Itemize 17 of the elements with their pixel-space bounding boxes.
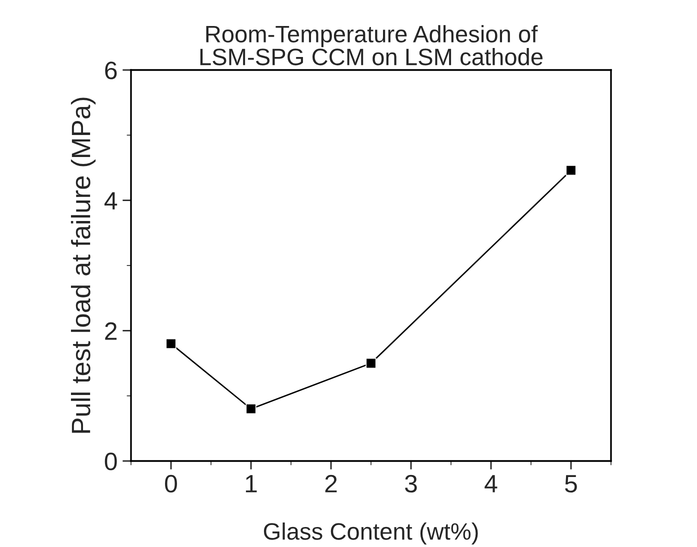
y-tick-label: 0 (104, 452, 117, 470)
y-tick-label: 2 (105, 322, 117, 340)
x-tick-label: 1 (246, 475, 257, 492)
x-axis-title: Glass Content (wt%) (264, 522, 478, 544)
point (166, 338, 176, 349)
y-axis-title: Pull test load at failure (MPa) (70, 98, 96, 433)
x-tick-label: 0 (165, 474, 177, 493)
chart-title: Room-Temperature Adhesion of LSM-SPG CCM on LSM cathode (200, 25, 543, 66)
y-tick-label: 4 (104, 192, 118, 210)
point (366, 358, 376, 369)
point (246, 404, 256, 414)
y-tick-label: 6 (105, 62, 117, 80)
x-tick-label: 5 (565, 475, 577, 493)
x-tick-label: 4 (484, 475, 498, 492)
point (566, 165, 576, 176)
x-tick-label: 3 (405, 474, 417, 493)
x-tick-label: 2 (325, 474, 337, 492)
